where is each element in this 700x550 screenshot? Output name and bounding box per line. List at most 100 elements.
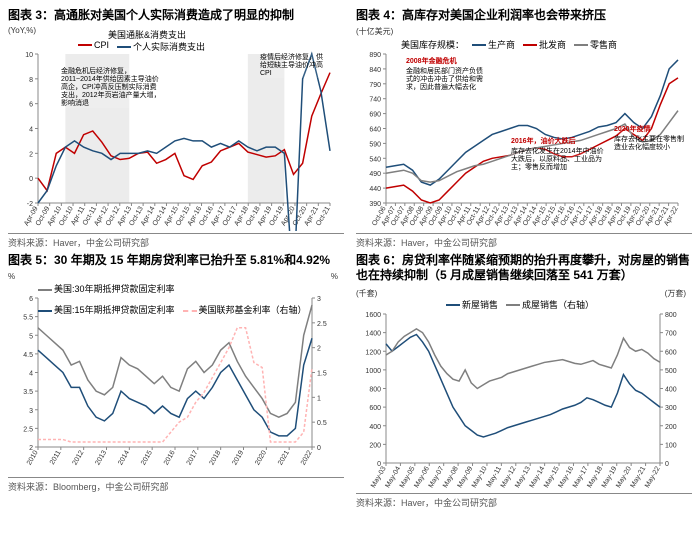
svg-text:400: 400 <box>665 386 677 393</box>
annotation: 库存去化主要在零售制造业去化幅度较小 <box>614 136 684 152</box>
svg-text:600: 600 <box>665 349 677 356</box>
annotation: 2008年金融危机 <box>406 58 457 66</box>
chart5-source: 资料来源：Bloomberg，中金公司研究部 <box>8 477 344 493</box>
legend-label: 个人实际消费支出 <box>133 42 205 52</box>
svg-text:700: 700 <box>665 330 677 337</box>
svg-text:4: 4 <box>29 126 33 133</box>
chart6-ylabel-r: (万套) <box>665 288 686 299</box>
svg-text:8: 8 <box>29 76 33 83</box>
chart3-title: 图表 3：高通胀对美国个人实际消费造成了明显的抑制 <box>8 8 344 24</box>
svg-text:1.5: 1.5 <box>317 371 327 378</box>
svg-text:2010: 2010 <box>26 450 40 467</box>
legend-swatch <box>38 310 52 312</box>
chart5-legend: 美国:30年期抵押贷款固定利率美国:15年期抵押贷款固定利率 美国联邦基金利率（右… <box>38 282 308 316</box>
svg-text:800: 800 <box>665 312 677 319</box>
chart3-panel: 图表 3：高通胀对美国个人实际消费造成了明显的抑制 (YoY,%) 美国通胀&消… <box>8 8 344 249</box>
chart6-svg: 0200400600800100012001400160001002003004… <box>356 286 686 491</box>
chart3-plot: (YoY,%) 美国通胀&消费支出 CPI个人实际消费支出 -20246810A… <box>8 26 338 231</box>
legend-swatch <box>78 44 92 46</box>
chart5-title: 图表 5：30 年期及 15 年期房贷利率已抬升至 5.81%和4.92% <box>8 253 344 269</box>
legend-swatch <box>523 44 537 46</box>
svg-text:2021: 2021 <box>277 450 291 467</box>
svg-text:3: 3 <box>317 296 321 303</box>
svg-text:2.5: 2.5 <box>23 427 33 434</box>
svg-text:540: 540 <box>369 156 381 163</box>
svg-text:1200: 1200 <box>365 349 381 356</box>
svg-text:5: 5 <box>29 333 33 340</box>
svg-text:2018: 2018 <box>209 450 223 467</box>
legend-item: 美国:15年期抵押贷款固定利率 <box>38 303 175 316</box>
svg-text:740: 740 <box>369 96 381 103</box>
annotation: 金融危机后经济修复，2011~2014年供给因素主导油价高企，CPI冲高反压制实… <box>61 68 161 108</box>
svg-text:4.5: 4.5 <box>23 352 33 359</box>
svg-text:10: 10 <box>25 52 33 59</box>
chart6-legend: 新屋销售 成屋销售（右轴） <box>446 298 594 311</box>
chart5-plot: % % 美国:30年期抵押贷款固定利率美国:15年期抵押贷款固定利率 美国联邦基金… <box>8 270 338 475</box>
svg-text:2012: 2012 <box>72 450 86 467</box>
chart6-ylabel-l: (千套) <box>356 288 377 299</box>
svg-text:400: 400 <box>369 424 381 431</box>
annotation: 2020年疫情 <box>614 126 651 134</box>
legend-label: 美国:15年期抵押贷款固定利率 <box>54 305 175 315</box>
svg-text:200: 200 <box>665 424 677 431</box>
legend-swatch <box>38 289 52 291</box>
svg-text:590: 590 <box>369 141 381 148</box>
svg-text:200: 200 <box>369 442 381 449</box>
chart4-source: 资料来源：Haver，中金公司研究部 <box>356 233 692 249</box>
annotation: 2016年，油价大跌后 <box>511 138 576 146</box>
chart5-ylabel-l: % <box>8 272 15 281</box>
svg-text:100: 100 <box>665 442 677 449</box>
svg-text:0: 0 <box>29 176 33 183</box>
svg-text:2: 2 <box>29 151 33 158</box>
svg-text:2.5: 2.5 <box>317 321 327 328</box>
chart4-legend-prefix: 美国库存规模： <box>401 38 464 51</box>
svg-text:490: 490 <box>369 171 381 178</box>
chart6-plot: (千套) (万套) 新屋销售 成屋销售（右轴） 0 200 400 600 800 1000… <box>356 286 686 491</box>
svg-text:800: 800 <box>369 386 381 393</box>
svg-text:2019: 2019 <box>231 450 245 467</box>
legend-label: 美国联邦基金利率（右轴） <box>199 305 307 315</box>
legend-item: 个人实际消费支出 <box>117 40 205 53</box>
svg-text:4: 4 <box>29 371 33 378</box>
chart3-ylabel: (YoY,%) <box>8 26 36 35</box>
legend-swatch <box>117 46 131 48</box>
chart6-title: 图表 6：房贷利率伴随紧缩预期的抬升再度攀升，对房屋的销售也在持续抑制（5 月成… <box>356 253 692 284</box>
legend-swatch <box>183 310 197 312</box>
chart4-panel: 图表 4：高库存对美国企业利润率也会带来挤压 (十亿美元) 美国库存规模： 生产… <box>356 8 692 249</box>
legend-label: 美国:30年期抵押贷款固定利率 <box>54 284 175 294</box>
svg-text:0: 0 <box>665 461 669 468</box>
annotation: 金融和居民部门资产负债式的冲击冲击了供给和需求，因此普遍大幅去化 <box>406 68 486 92</box>
annotation: 疫情后经济修复，供给短缺主导油价冲高CPI <box>260 54 325 78</box>
legend-label: 成屋销售（右轴） <box>522 300 594 310</box>
svg-text:1: 1 <box>317 396 321 403</box>
chart3-legend-items: CPI 个人实际消费支出 <box>78 40 205 53</box>
svg-text:6: 6 <box>29 101 33 108</box>
svg-text:1000: 1000 <box>365 368 381 375</box>
svg-text:3.5: 3.5 <box>23 389 33 396</box>
svg-text:890: 890 <box>369 52 381 59</box>
legend-item: 美国联邦基金利率（右轴） <box>183 303 307 316</box>
svg-text:790: 790 <box>369 81 381 88</box>
svg-text:2017: 2017 <box>186 450 200 467</box>
legend-swatch <box>472 44 486 46</box>
svg-text:1400: 1400 <box>365 330 381 337</box>
legend-item: 美国:30年期抵押贷款固定利率 <box>38 282 175 295</box>
chart-grid: 图表 3：高通胀对美国个人实际消费造成了明显的抑制 (YoY,%) 美国通胀&消… <box>8 8 692 509</box>
legend-label: 零售商 <box>590 40 617 50</box>
svg-text:390: 390 <box>369 201 381 208</box>
legend-item: 批发商 <box>523 38 566 51</box>
chart4-ylabel: (十亿美元) <box>356 26 393 37</box>
svg-text:600: 600 <box>369 405 381 412</box>
svg-text:2011: 2011 <box>49 450 63 467</box>
legend-swatch <box>506 304 520 306</box>
svg-text:1600: 1600 <box>365 312 381 319</box>
svg-text:0.5: 0.5 <box>317 420 327 427</box>
chart5-ylabel-r: % <box>331 272 338 281</box>
chart6-source: 资料来源：Haver，中金公司研究部 <box>356 493 692 509</box>
legend-swatch <box>574 44 588 46</box>
svg-text:2016: 2016 <box>163 450 177 467</box>
legend-swatch <box>446 304 460 306</box>
legend-label: 新屋销售 <box>462 300 498 310</box>
chart3-source: 资料来源：Haver，中金公司研究部 <box>8 233 344 249</box>
legend-item: CPI <box>78 40 109 53</box>
